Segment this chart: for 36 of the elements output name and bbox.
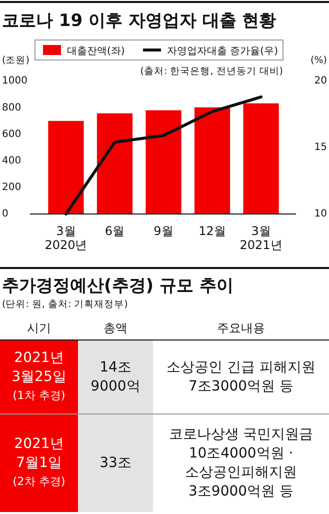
y-axis-title: (조원) <box>2 55 30 66</box>
text: 소상공인 긴급 피해지원 7조3000억원 등 <box>166 359 316 394</box>
text: (단위: 원, 출처: 기획재정부) <box>2 299 128 310</box>
text: 2021년 3월25일 (1차 추경) <box>12 350 66 402</box>
bar <box>243 103 279 214</box>
bar <box>146 110 182 214</box>
bar <box>48 120 84 214</box>
y2-tick-label: 10 <box>314 208 327 220</box>
legend-label: 자영업자대출 증가율(우) <box>167 46 278 57</box>
text: 시기 <box>27 321 51 336</box>
x-tick-label: 6월 <box>104 224 125 238</box>
text: 14조 9000억 <box>90 359 140 394</box>
text: 2021년 7월1일 (2차 추경) <box>12 436 66 488</box>
bar <box>96 113 133 214</box>
y2-tick-label: 15 <box>314 142 327 154</box>
text: 코로나상생 국민지원금 10조4000억원 · 소상공인피해지원 3조9000억원 등 <box>168 426 314 500</box>
text: 총액 <box>104 321 128 336</box>
legend-label: 대출잔액(좌) <box>67 46 125 57</box>
y-tick-label: 1000 <box>2 76 28 87</box>
text: 추가경정예산(추경) 규모 추이 <box>2 276 234 296</box>
y2-tick-label: 20 <box>314 76 327 87</box>
y-tick-label: 400 <box>2 156 22 167</box>
text: (출처: 한국은행, 전년동기 대비) <box>140 66 283 77</box>
chart-title: 코로나 19 이후 자영업자 대출 현황 <box>2 11 276 31</box>
y-tick-label: 200 <box>2 182 22 194</box>
y2-axis-title: (%) <box>310 55 327 66</box>
x-tick-label: 9월 <box>154 224 174 238</box>
text: 주요내용 <box>217 321 265 336</box>
y-tick-label: 0 <box>2 208 8 220</box>
text: 33조 <box>100 454 132 471</box>
x-tick-label: 3월 2020년 <box>44 224 88 252</box>
bar <box>194 107 230 214</box>
x-tick-label: 12월 <box>198 224 226 238</box>
x-tick-label: 3월 2021년 <box>240 224 282 252</box>
y-tick-label: 800 <box>2 102 22 114</box>
y-tick-label: 600 <box>2 128 22 140</box>
